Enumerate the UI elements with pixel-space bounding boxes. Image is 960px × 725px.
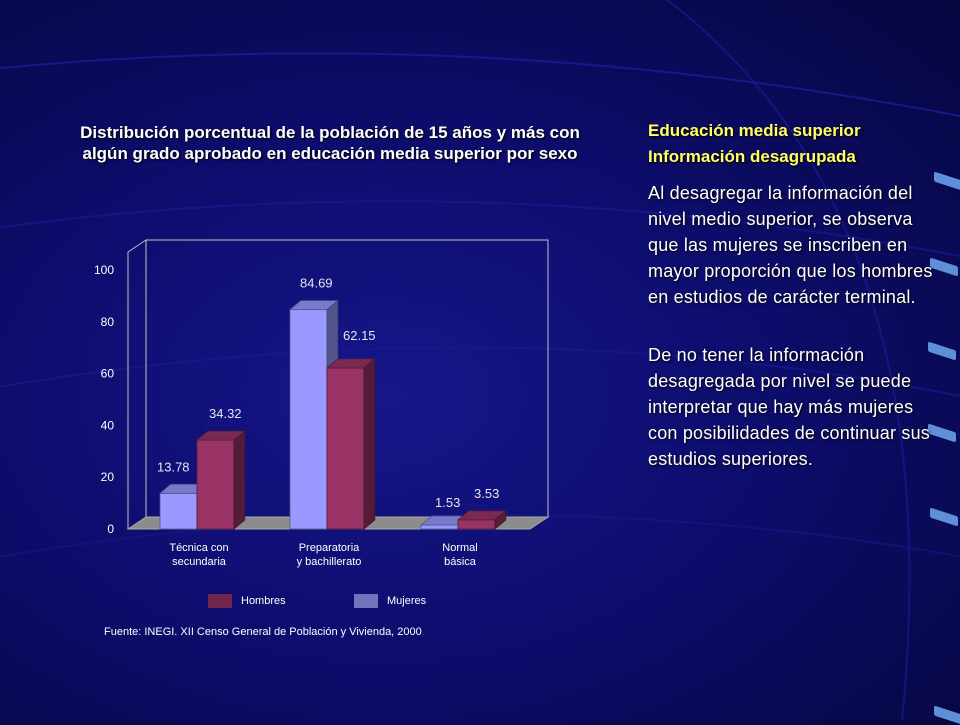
- side-heading-secondary: Información desagrupada: [648, 147, 856, 166]
- bar-hombres-side: [363, 358, 376, 530]
- side-paragraph-1: Al desagregar la información del nivel m…: [648, 183, 933, 307]
- bar-hombres-side: [233, 430, 246, 530]
- side-paragraph-2: De no tener la información desagregada p…: [648, 345, 930, 469]
- chart-title: Distribución porcentual de la población …: [80, 123, 580, 163]
- legend-label: Hombres: [241, 595, 286, 607]
- bar-hombres-front: [196, 439, 235, 530]
- bar-mujeres-front: [289, 309, 328, 530]
- legend-swatch: [208, 594, 232, 608]
- bar-hombres-front: [326, 367, 365, 530]
- side-panel: Educación media superior Información des…: [648, 118, 938, 472]
- side-heading-primary: Educación media superior: [648, 121, 861, 140]
- y-tick-label: 60: [101, 367, 115, 381]
- data-label-hombres: 62.15: [343, 328, 376, 343]
- chart-bars: [158, 299, 507, 530]
- category-label: secundaria: [172, 556, 227, 568]
- bar-mujeres-front: [159, 492, 198, 530]
- y-tick-label: 80: [101, 315, 115, 329]
- category-label: básica: [444, 556, 477, 568]
- category-label: y bachillerato: [297, 556, 362, 568]
- chart-source: Fuente: INEGI. XII Censo General de Pobl…: [104, 626, 422, 638]
- data-label-hombres: 34.32: [209, 406, 242, 421]
- bar-hombres: [325, 358, 376, 530]
- y-tick-label: 20: [101, 470, 115, 484]
- category-label: Normal: [442, 542, 477, 554]
- data-label-hombres: 3.53: [474, 486, 499, 501]
- bar-hombres: [456, 510, 507, 530]
- y-tick-label: 0: [107, 522, 114, 536]
- bar-hombres: [195, 430, 246, 530]
- y-tick-label: 40: [101, 418, 115, 432]
- chart-legend: Hombres Mujeres: [208, 594, 427, 608]
- bar-hombres-side: [494, 510, 507, 530]
- category-label: Preparatoria: [299, 542, 360, 554]
- data-label-mujeres: 13.78: [157, 459, 190, 474]
- data-label-mujeres: 1.53: [435, 495, 460, 510]
- chart-back-wall: [146, 239, 549, 517]
- bar-mujeres-front: [420, 524, 459, 530]
- data-label-mujeres: 84.69: [300, 276, 333, 291]
- y-tick-label: 100: [94, 263, 114, 277]
- chart-side-wall: [127, 239, 147, 529]
- chart-labels: 0 20 40 60 80 100 13.78 34.32 Técnica con secunda…: [94, 263, 499, 568]
- legend-label: Mujeres: [387, 595, 427, 607]
- category-label: Técnica con: [169, 542, 228, 554]
- bar-hombres-front: [457, 519, 496, 530]
- legend-swatch: [354, 594, 378, 608]
